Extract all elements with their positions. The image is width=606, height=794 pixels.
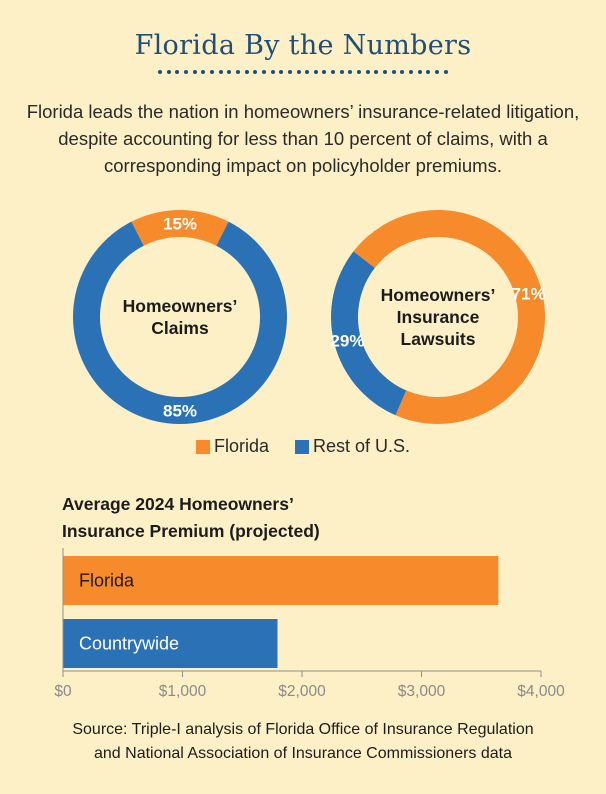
bar-chart-title-line-1: Average 2024 Homeowners’ (62, 494, 294, 514)
divider-dot (279, 70, 284, 74)
divider-dot (391, 70, 396, 74)
legend: Florida Rest of U.S. (0, 436, 606, 457)
donut-slice-label: 29% (330, 331, 364, 350)
page-title: Florida By the Numbers (134, 30, 472, 61)
bar-countrywide (63, 619, 278, 668)
divider-dot (374, 70, 379, 74)
bar-florida (63, 556, 499, 605)
source-line-1: Source: Triple-I analysis of Florida Off… (72, 721, 534, 738)
divider-dot (339, 70, 344, 74)
divider-dot (435, 70, 439, 74)
intro-text: Florida leads the nation in homeowners’ … (26, 101, 580, 176)
divider-dot (175, 70, 180, 74)
donut-chart-claims: 15% 85% Homeowners’Claims (73, 210, 287, 424)
donut-slice-label: 85% (163, 402, 197, 421)
divider-dot (417, 70, 422, 74)
divider-dot (192, 70, 197, 74)
divider-dot (261, 70, 266, 74)
divider-dot (348, 70, 353, 74)
bar-label: Florida (79, 571, 135, 591)
divider-dot (287, 70, 292, 74)
donut-slice-florida (131, 210, 229, 246)
donut-center-label: Homeowners’ (123, 296, 238, 316)
divider-dot (227, 70, 232, 74)
divider-dot (305, 70, 310, 74)
divider-dot (235, 70, 240, 74)
divider-dot (209, 70, 214, 74)
divider-dot (166, 70, 171, 74)
divider-dot (322, 70, 327, 74)
x-tick-label: $2,000 (278, 683, 326, 700)
divider-dot (158, 70, 162, 74)
legend-item-florida: Florida (195, 436, 269, 457)
legend-swatch-florida (195, 439, 210, 454)
divider-dot (253, 70, 258, 74)
divider-dot (244, 70, 249, 74)
x-tick-label: $1,000 (159, 683, 207, 700)
divider-dot (183, 70, 188, 74)
divider-dot (365, 70, 370, 74)
divider-dot (400, 70, 405, 74)
donut-center-label: Claims (151, 318, 209, 338)
source-note: Source: Triple-I analysis of Florida Off… (20, 718, 586, 766)
divider-dot (201, 70, 206, 74)
divider-dot (331, 70, 336, 74)
x-tick-label: $4,000 (517, 683, 565, 700)
donut-center-label: Homeowners’ (381, 285, 496, 305)
donut-center-label: Lawsuits (401, 329, 476, 349)
title-divider (158, 70, 448, 76)
divider-dot (296, 70, 301, 74)
bar-label: Countrywide (79, 634, 179, 654)
bar-chart-premiums: Florida Countrywide $0 $1,000 $2,000 $3,000 $4… (54, 548, 565, 700)
divider-dot (443, 70, 448, 74)
donut-slice-rest (331, 251, 407, 416)
donut-center-label: Insurance (397, 307, 480, 327)
divider-dot (426, 70, 431, 74)
legend-label-rest: Rest of U.S. (313, 436, 411, 456)
donut-slice-label: 15% (163, 215, 197, 234)
legend-label-florida: Florida (213, 436, 269, 456)
divider-dot (313, 70, 318, 74)
bar-chart-title: Average 2024 Homeowners’ Insurance Premi… (62, 491, 320, 545)
divider-dot (409, 70, 414, 74)
legend-item-rest: Rest of U.S. (295, 436, 410, 457)
divider-dot (270, 70, 275, 74)
divider-dot (357, 70, 362, 74)
donut-slice-label: 71% (512, 285, 546, 304)
x-tick-label: $0 (54, 683, 72, 700)
bar-chart-title-line-2: Insurance Premium (projected) (62, 521, 320, 541)
divider-dot (218, 70, 223, 74)
legend-swatch-rest (295, 439, 309, 454)
x-tick-label: $3,000 (398, 683, 446, 700)
divider-dot (383, 70, 388, 74)
source-line-2: and National Association of Insurance Co… (94, 745, 512, 762)
